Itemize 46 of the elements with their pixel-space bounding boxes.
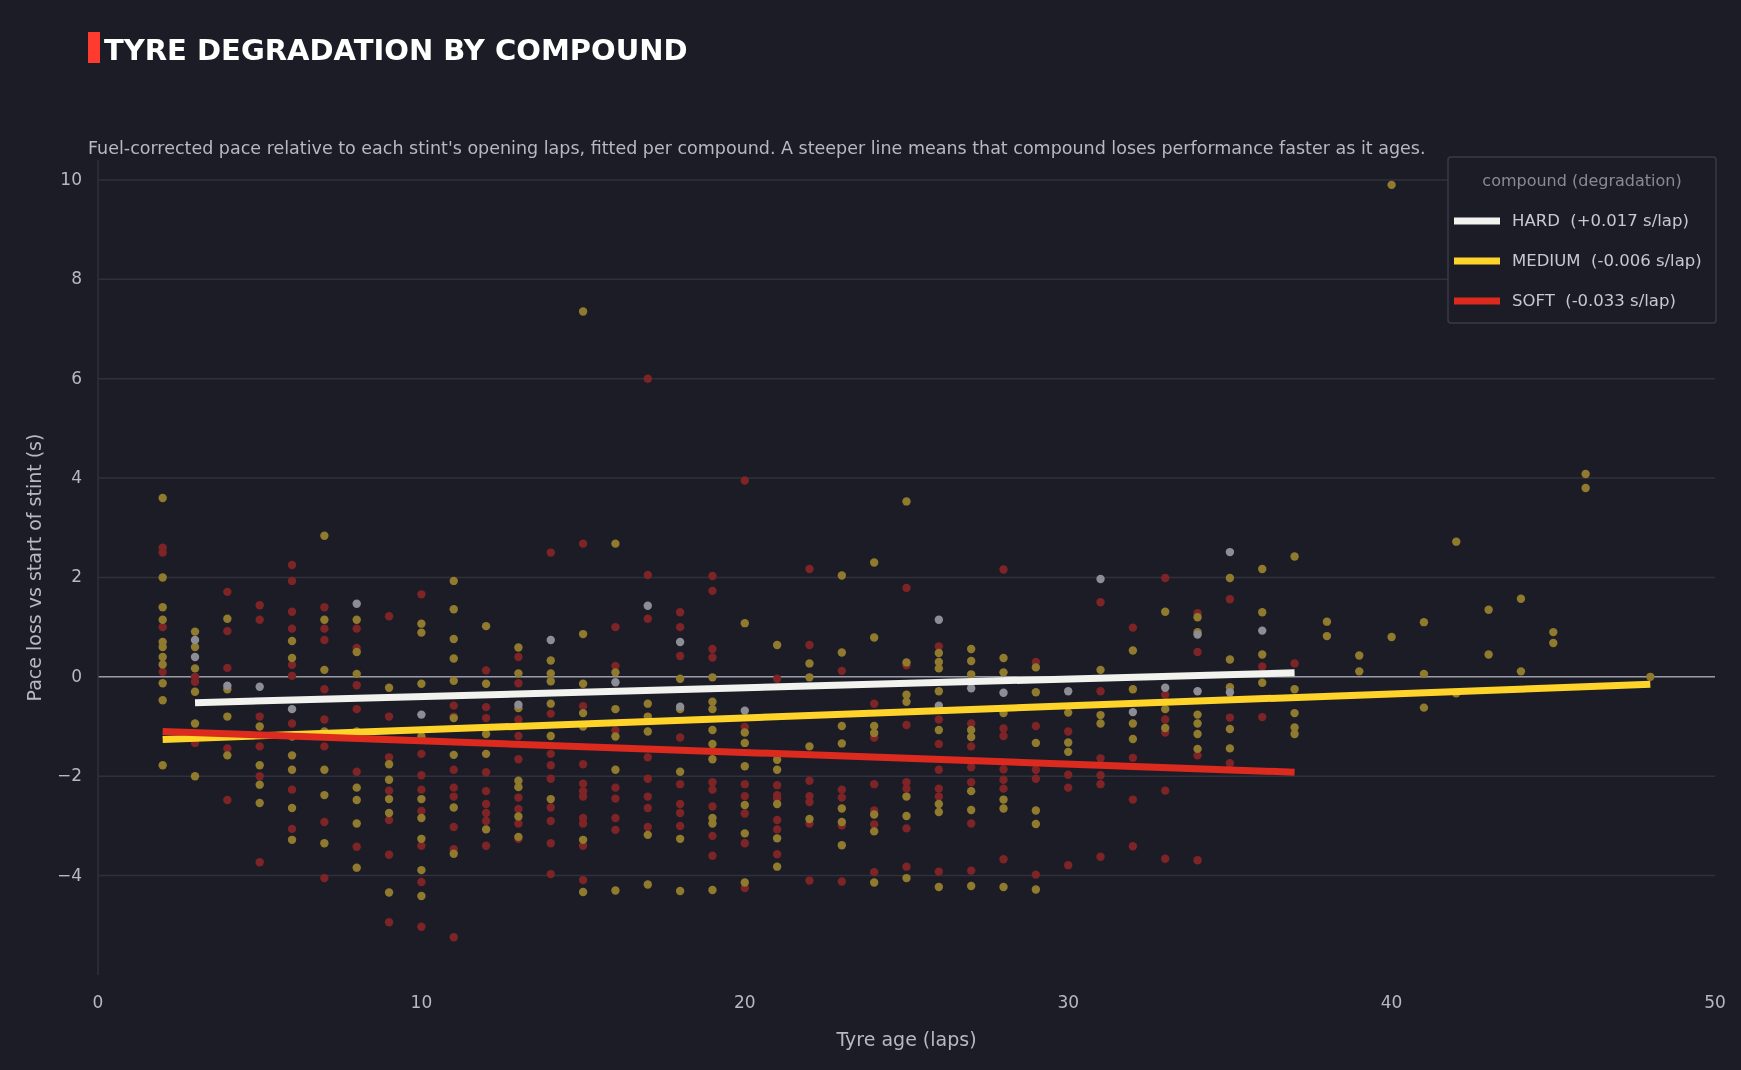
point bbox=[1096, 574, 1105, 584]
point bbox=[255, 682, 264, 691]
y-tick-label: 6 bbox=[71, 367, 82, 388]
point bbox=[1258, 626, 1267, 635]
x-tick-label: 50 bbox=[1704, 992, 1726, 1012]
x-axis-title: Tyre age (laps) bbox=[835, 1027, 977, 1050]
point bbox=[675, 637, 685, 647]
y-tick-label: 10 bbox=[60, 168, 82, 189]
point bbox=[999, 688, 1008, 697]
y-tick-label: −4 bbox=[56, 864, 82, 885]
point bbox=[1225, 688, 1235, 697]
y-tick-label: 4 bbox=[71, 467, 82, 488]
chart-title: TYRE DEGRADATION BY COMPOUND bbox=[104, 33, 688, 67]
point bbox=[190, 635, 200, 645]
point bbox=[1161, 683, 1170, 692]
point bbox=[1064, 687, 1073, 696]
y-tick-label: −2 bbox=[56, 765, 82, 786]
point bbox=[966, 684, 976, 693]
point bbox=[514, 700, 523, 709]
legend-label: HARD (+0.017 s/lap) bbox=[1512, 210, 1689, 230]
legend-label: SOFT (-0.033 s/lap) bbox=[1512, 290, 1676, 310]
y-axis-title: Pace loss vs start of stint (s) bbox=[22, 433, 45, 702]
point bbox=[546, 635, 555, 645]
x-tick-label: 40 bbox=[1380, 992, 1403, 1012]
legend-label: MEDIUM (-0.006 s/lap) bbox=[1512, 250, 1702, 270]
y-tick-label: 8 bbox=[71, 268, 82, 289]
y-tick-label: 0 bbox=[71, 665, 82, 686]
point bbox=[223, 681, 232, 690]
chart-subtitle: Fuel-corrected pace relative to each stint's opening laps, fitted per compound. A steeper line means that compound loses performance faster as it ages. bbox=[88, 138, 1426, 158]
x-tick-label: 0 bbox=[92, 992, 104, 1012]
point bbox=[190, 652, 200, 662]
point bbox=[740, 706, 749, 715]
point bbox=[611, 678, 620, 687]
point bbox=[1193, 687, 1202, 696]
point bbox=[417, 710, 426, 719]
y-tick-label: 2 bbox=[71, 566, 82, 587]
point bbox=[934, 615, 944, 624]
point bbox=[1225, 547, 1235, 557]
legend-title: compound (degradation) bbox=[1482, 170, 1682, 190]
point bbox=[287, 704, 297, 714]
point bbox=[643, 601, 652, 610]
x-tick-label: 20 bbox=[733, 992, 756, 1012]
point bbox=[352, 599, 361, 608]
x-tick-label: 10 bbox=[410, 992, 433, 1012]
x-tick-label: 30 bbox=[1057, 992, 1080, 1012]
point bbox=[1128, 707, 1138, 717]
